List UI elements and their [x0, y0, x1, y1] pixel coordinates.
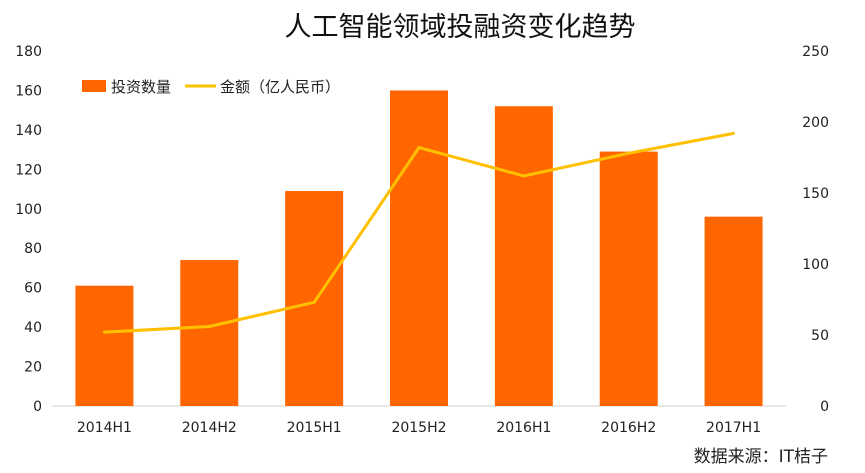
line-point [312, 300, 316, 304]
x-tick-label: 2017H1 [706, 420, 761, 436]
legend-label-line: 金额（亿人民币） [220, 78, 340, 96]
line-point [207, 324, 211, 328]
x-tick-label: 2015H1 [287, 420, 342, 436]
y-right-tick-label: 150 [802, 186, 829, 202]
x-tick-label: 2014H1 [77, 420, 132, 436]
y-left-tick-label: 0 [33, 399, 42, 415]
line-point [102, 330, 106, 334]
y-left-tick-label: 120 [15, 162, 42, 178]
y-right-tick-label: 100 [802, 257, 829, 273]
x-tick-label: 2014H2 [182, 420, 237, 436]
y-left-tick-label: 100 [15, 202, 42, 218]
y-left-tick-label: 180 [15, 44, 42, 60]
line-point [417, 146, 421, 150]
chart-title: 人工智能领域投融资变化趋势 [285, 12, 636, 43]
legend: 投资数量 金额（亿人民币） [82, 78, 340, 96]
legend-swatch-bars [82, 80, 106, 92]
legend-label-bars: 投资数量 [111, 78, 171, 96]
bar [599, 151, 658, 406]
bar [75, 285, 134, 406]
x-tick-label: 2016H2 [601, 420, 656, 436]
y-left-tick-label: 20 [24, 360, 42, 376]
bar [285, 191, 344, 406]
line-point [522, 174, 526, 178]
source-note: 数据来源：IT桔子 [694, 447, 828, 467]
bar [390, 90, 448, 406]
x-tick-label: 2016H1 [496, 420, 551, 436]
line-point [732, 131, 736, 135]
y-left-tick-label: 160 [15, 83, 42, 99]
plot-area [52, 90, 786, 407]
x-tick-label: 2015H2 [391, 420, 446, 436]
y-left-tick-label: 60 [24, 281, 42, 297]
y-right-tick-label: 50 [811, 328, 829, 344]
bar [494, 106, 553, 406]
y-left-tick-label: 80 [24, 241, 42, 257]
y-right-tick-label: 0 [820, 399, 829, 415]
y-right-tick-label: 250 [802, 44, 829, 60]
y-left-tick-label: 140 [15, 123, 42, 139]
line-point [627, 151, 631, 155]
y-left-tick-label: 40 [24, 320, 42, 336]
bar [180, 260, 239, 406]
bar [704, 216, 763, 406]
y-right-tick-label: 200 [802, 115, 829, 131]
